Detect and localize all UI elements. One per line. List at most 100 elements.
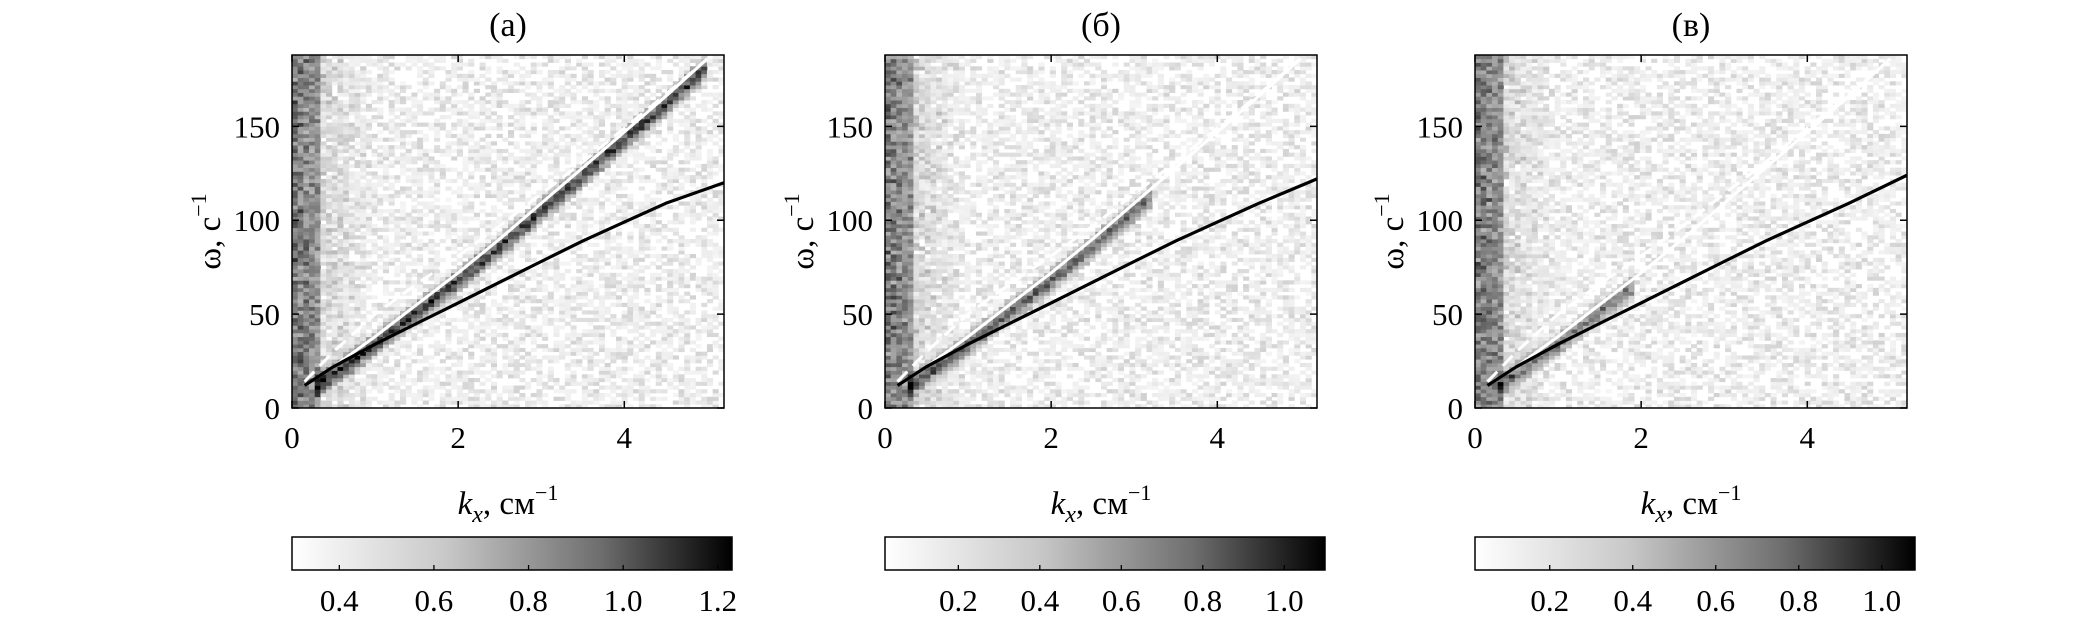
heatmap-cell	[343, 216, 350, 221]
heatmap-cell	[400, 374, 407, 379]
heatmap-cell	[627, 239, 634, 244]
heatmap-cell	[598, 295, 606, 300]
heatmap-cell	[337, 321, 344, 326]
heatmap-cell	[360, 261, 367, 266]
heatmap-cell	[377, 122, 384, 127]
heatmap-cell	[655, 272, 662, 277]
heatmap-cell	[428, 175, 435, 180]
heatmap-cell	[337, 81, 344, 86]
heatmap-cell	[885, 299, 892, 304]
heatmap-cell	[644, 223, 651, 229]
heatmap-cell	[684, 299, 691, 304]
heatmap-cell	[718, 193, 724, 199]
heatmap-cell	[434, 126, 441, 131]
heatmap-cell	[405, 190, 412, 195]
heatmap-cell	[542, 81, 549, 86]
heatmap-cell	[320, 321, 327, 326]
heatmap-cell	[365, 310, 372, 315]
heatmap-cell	[621, 107, 628, 112]
heatmap-cell	[309, 223, 316, 229]
heatmap-cell	[519, 362, 526, 368]
heatmap-cell	[297, 392, 304, 398]
heatmap-cell	[292, 212, 299, 217]
heatmap-cell	[667, 58, 674, 63]
heatmap-cell	[360, 216, 367, 221]
heatmap-cell	[553, 220, 560, 225]
heatmap-cell	[434, 220, 441, 225]
heatmap-cell	[377, 145, 384, 150]
heatmap-cell	[638, 392, 645, 398]
heatmap-cell	[400, 111, 407, 116]
heatmap-cell	[428, 366, 435, 371]
heatmap-cell	[633, 70, 640, 75]
dispersion-curve-3	[303, 181, 724, 387]
heatmap-cell	[479, 359, 486, 364]
heatmap-cell	[314, 396, 321, 401]
heatmap-cell	[331, 160, 338, 165]
heatmap-cell	[354, 107, 361, 112]
heatmap-cell	[400, 171, 407, 176]
heatmap-cell	[303, 55, 310, 60]
heatmap-cell	[309, 92, 316, 97]
heatmap-cell	[701, 366, 708, 371]
heatmap-cell	[434, 276, 441, 281]
heatmap-cell	[678, 175, 685, 180]
heatmap-cell	[388, 163, 395, 169]
heatmap-cell	[553, 130, 560, 135]
heatmap-cell	[587, 133, 594, 139]
heatmap-cell	[598, 201, 606, 206]
heatmap-cell	[644, 404, 651, 408]
heatmap-cell	[326, 107, 333, 112]
heatmap-cell	[405, 329, 412, 334]
heatmap-cell	[422, 306, 429, 311]
heatmap-cell	[547, 246, 554, 251]
heatmap-cell	[712, 96, 719, 101]
heatmap-cell	[542, 133, 549, 139]
heatmap-cell	[292, 148, 299, 154]
heatmap-cell	[388, 88, 395, 93]
heatmap-cell	[530, 355, 537, 360]
heatmap-cell	[303, 351, 310, 356]
heatmap-cell	[587, 115, 594, 120]
heatmap-cell	[689, 359, 696, 364]
heatmap-cell	[661, 287, 668, 292]
heatmap-cell	[684, 280, 691, 285]
heatmap-cell	[309, 115, 316, 120]
heatmap-cell	[655, 197, 662, 202]
heatmap-cell	[553, 344, 560, 349]
heatmap-cell	[297, 250, 304, 255]
heatmap-cell	[303, 396, 310, 401]
heatmap-cell	[564, 55, 571, 60]
heatmap-cell	[462, 205, 469, 210]
heatmap-cell	[678, 167, 685, 172]
heatmap-cell	[621, 208, 628, 214]
heatmap-cell	[553, 347, 560, 353]
heatmap-cell	[502, 351, 509, 356]
heatmap-cell	[331, 178, 338, 184]
heatmap-cell	[485, 220, 492, 225]
heatmap-cell	[314, 329, 321, 334]
heatmap-cell	[320, 366, 327, 371]
heatmap-cell	[360, 137, 367, 142]
heatmap-cell	[689, 272, 696, 277]
heatmap-cell	[667, 152, 674, 157]
heatmap-cell	[689, 220, 696, 225]
heatmap-cell	[326, 280, 333, 285]
heatmap-cell	[508, 88, 515, 93]
heatmap-cell	[394, 302, 401, 308]
heatmap-cell	[400, 280, 407, 285]
heatmap-cell	[695, 201, 702, 206]
heatmap-cell	[706, 130, 714, 135]
heatmap-cell	[496, 208, 503, 214]
heatmap-cell	[490, 103, 498, 108]
heatmap-cell	[547, 77, 554, 82]
heatmap-cell	[479, 145, 486, 150]
heatmap-cell	[400, 167, 407, 172]
heatmap-cell	[576, 344, 583, 349]
heatmap-cell	[604, 133, 611, 139]
heatmap-cell	[672, 186, 679, 191]
heatmap-cell	[502, 81, 509, 86]
heatmap-cell	[547, 299, 554, 304]
heatmap-cell	[616, 137, 623, 142]
heatmap-cell	[400, 205, 407, 210]
